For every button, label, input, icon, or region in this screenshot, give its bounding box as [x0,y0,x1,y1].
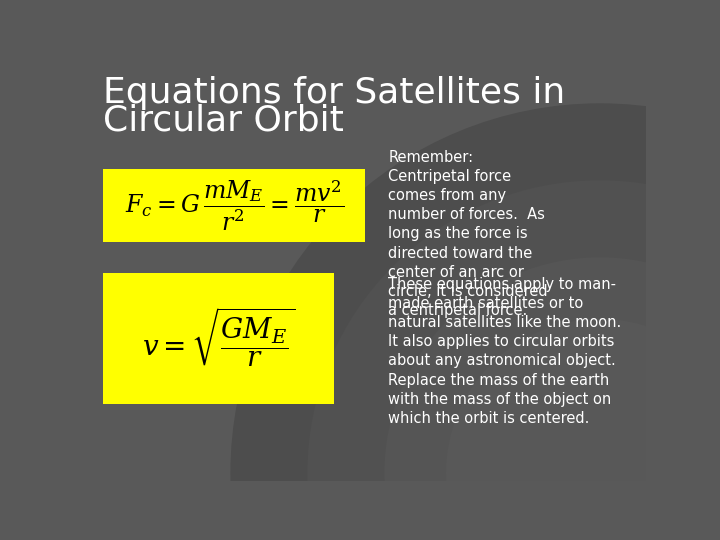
Circle shape [230,103,720,540]
Text: Equations for Satellites in: Equations for Satellites in [104,76,566,110]
FancyBboxPatch shape [104,273,334,403]
FancyBboxPatch shape [104,168,365,242]
Circle shape [446,319,720,540]
Circle shape [384,257,720,540]
Text: These equations apply to man-
made earth satellites or to
natural satellites lik: These equations apply to man- made earth… [388,276,621,426]
Text: Circular Orbit: Circular Orbit [104,103,344,137]
Circle shape [307,180,720,540]
Text: $v = \sqrt{\dfrac{GM_E}{r}}$: $v = \sqrt{\dfrac{GM_E}{r}}$ [143,306,295,370]
Text: $F_c = G\,\dfrac{mM_E}{r^2} = \dfrac{mv^2}{r}$: $F_c = G\,\dfrac{mM_E}{r^2} = \dfrac{mv^… [125,178,343,233]
Text: Remember:
Centripetal force
comes from any
number of forces.  As
long as the for: Remember: Centripetal force comes from a… [388,150,548,318]
